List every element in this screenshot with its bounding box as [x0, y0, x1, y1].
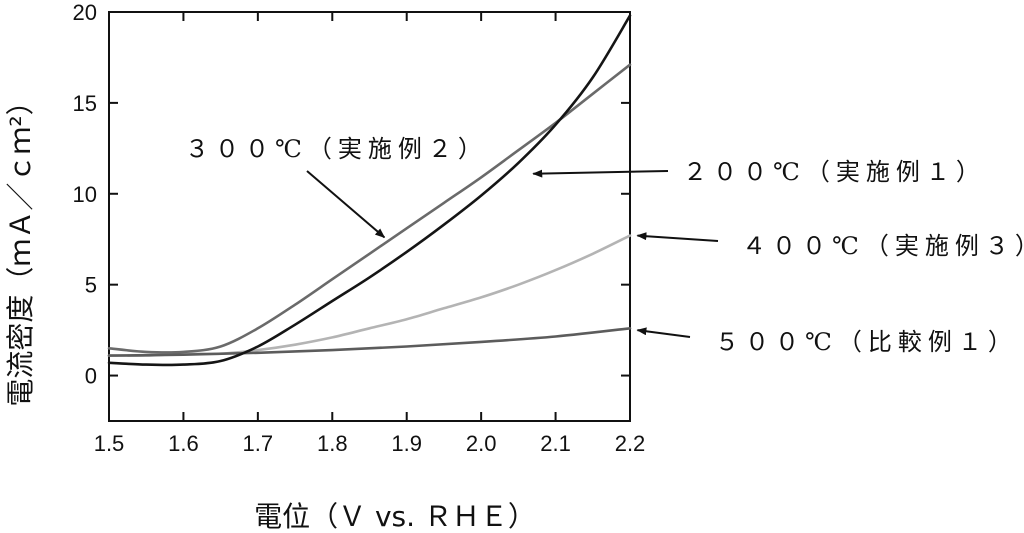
series-layer: [107, 14, 632, 367]
x-axis-ticks: 1.5 1.6 1.7 1.8 1.9 2.0 2.1 2.2: [94, 12, 646, 456]
y-axis-ticks: 0 5 10 15 20: [73, 0, 630, 389]
y-tick-label-2: 10: [73, 182, 97, 207]
x-tick-label-2: 1.7: [243, 431, 274, 456]
annotation-layer: ３００℃（実施例２） ２００℃（実施例１） ４００℃（実施例３） ５００℃（比較例１）: [185, 135, 1024, 356]
series-line-0: [107, 14, 632, 367]
x-tick-label-3: 1.8: [317, 431, 348, 456]
x-tick-label-7: 2.2: [615, 431, 646, 456]
y-tick-label-0: 0: [85, 364, 97, 389]
x-tick-label-4: 1.9: [391, 431, 422, 456]
series-line-3: [107, 327, 632, 357]
annotation-label-1: ２００℃（実施例１）: [683, 158, 986, 186]
series-line-1: [107, 63, 632, 354]
annotation-arrow-2: [636, 232, 719, 242]
y-tick-label-4: 20: [73, 0, 97, 25]
annotation-label-0: ３００℃（実施例２）: [185, 135, 488, 163]
x-tick-label-1: 1.6: [168, 431, 199, 456]
x-tick-label-6: 2.1: [540, 431, 571, 456]
x-tick-label-5: 2.0: [466, 431, 497, 456]
y-axis-title: 電流密度（ｍＡ／ｃｍ²）: [4, 87, 37, 406]
annotation-arrow-3: [636, 327, 691, 338]
annotation-arrow-1: [532, 169, 669, 178]
annotation-label-2: ４００℃（実施例３）: [742, 232, 1024, 260]
y-tick-label-3: 15: [73, 91, 97, 116]
y-tick-label-1: 5: [85, 273, 97, 298]
x-axis-title: 電位（Ｖ vs. ＲＨＥ）: [254, 500, 536, 533]
annotation-arrow-0: [306, 170, 386, 239]
annotation-label-3: ５００℃（比較例１）: [715, 328, 1018, 356]
plot-frame: [108, 11, 631, 422]
x-tick-label-0: 1.5: [94, 431, 125, 456]
